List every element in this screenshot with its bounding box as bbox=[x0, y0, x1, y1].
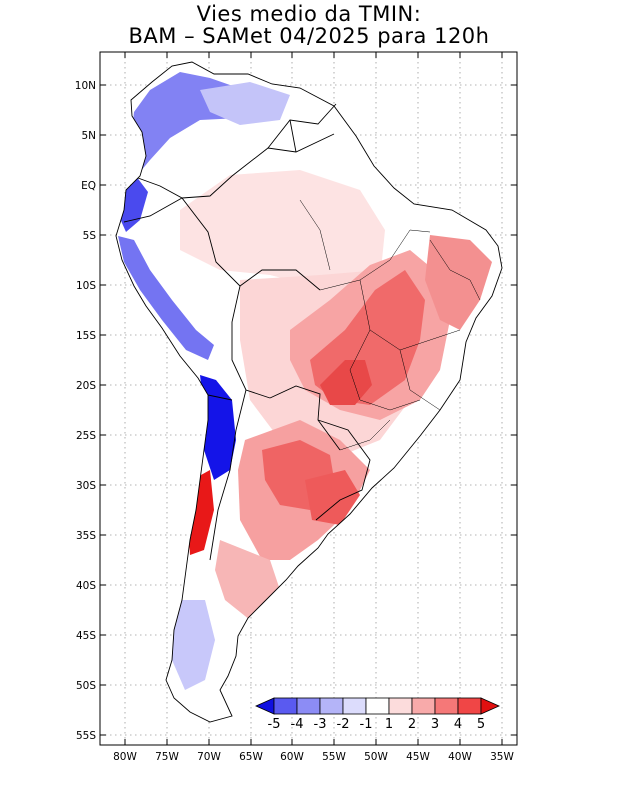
map-title-line1: Vies medio da TMIN: bbox=[196, 2, 422, 26]
lat-tick-label: 10S bbox=[76, 280, 96, 292]
bias-area-pantanal bbox=[320, 360, 372, 405]
lat-tick-label: 10N bbox=[75, 80, 96, 92]
colorbar-label: -1 bbox=[360, 717, 373, 732]
lon-tick-label: 70W bbox=[197, 751, 221, 763]
lon-axis: 80W 75W 70W 65W 60W 55W 50W 45W 40W 35W bbox=[113, 52, 514, 763]
colorbar-label: -5 bbox=[268, 717, 281, 732]
lon-tick-label: 75W bbox=[155, 751, 179, 763]
lat-tick-label: 45S bbox=[76, 630, 96, 642]
colorbar: -5 -4 -3 -2 -1 1 2 3 4 5 bbox=[255, 697, 500, 732]
map-frame bbox=[99, 51, 518, 746]
lon-tick-label: 50W bbox=[364, 751, 388, 763]
lat-tick-label: 55S bbox=[76, 730, 96, 742]
lon-tick-label: 55W bbox=[322, 751, 346, 763]
colorbar-segment bbox=[319, 697, 344, 715]
lon-tick-label: 60W bbox=[280, 751, 304, 763]
bias-area-chile-coast bbox=[200, 375, 236, 480]
lat-tick-label: 5N bbox=[81, 130, 96, 142]
lat-tick-label: 25S bbox=[76, 430, 96, 442]
bias-area-venezuela-light-blue bbox=[200, 82, 290, 125]
colorbar-label: -2 bbox=[337, 717, 350, 732]
lat-tick-label: 15S bbox=[76, 330, 96, 342]
lat-axis: 10N 5N EQ 5S 10S 15S 20S 25S 30S 35S 40S… bbox=[75, 80, 517, 742]
lon-tick-label: 45W bbox=[406, 751, 430, 763]
lat-tick-label: 30S bbox=[76, 480, 96, 492]
colorbar-segment bbox=[273, 697, 298, 715]
colorbar-label: 5 bbox=[477, 717, 485, 732]
lat-tick-label: 40S bbox=[76, 580, 96, 592]
bias-field bbox=[115, 61, 503, 723]
bias-area-amazon-light bbox=[180, 170, 385, 290]
bias-area-andes-north bbox=[118, 236, 214, 360]
colorbar-segment bbox=[342, 697, 367, 715]
colorbar-label: -4 bbox=[291, 717, 304, 732]
colorbar-segment bbox=[296, 697, 321, 715]
lon-tick-label: 35W bbox=[490, 751, 514, 763]
country-borders bbox=[115, 61, 503, 723]
colorbar-segment bbox=[388, 697, 413, 715]
map-title-line2: BAM – SAMet 04/2025 para 120h bbox=[128, 24, 490, 48]
colorbar-segment bbox=[411, 697, 436, 715]
state-borders bbox=[299, 199, 481, 451]
lat-tick-label: 35S bbox=[76, 530, 96, 542]
lon-tick-label: 40W bbox=[448, 751, 472, 763]
bias-area-southern-chile bbox=[172, 600, 215, 690]
lon-tick-label: 80W bbox=[113, 751, 137, 763]
colorbar-label: -3 bbox=[314, 717, 327, 732]
colorbar-segment bbox=[365, 697, 390, 715]
bias-area-northeast bbox=[425, 235, 492, 330]
lat-tick-label: 50S bbox=[76, 680, 96, 692]
colorbar-label: 1 bbox=[385, 717, 393, 732]
lat-tick-label: 5S bbox=[83, 230, 97, 242]
lon-tick-label: 65W bbox=[239, 751, 263, 763]
colorbar-label: 4 bbox=[454, 717, 462, 732]
colorbar-segment bbox=[457, 697, 482, 715]
colorbar-label: 2 bbox=[408, 717, 416, 732]
colorbar-label: 3 bbox=[431, 717, 439, 732]
bias-area-uruguay bbox=[305, 470, 360, 525]
lat-tick-label: 20S bbox=[76, 380, 96, 392]
colorbar-arrow-right bbox=[480, 697, 500, 715]
colorbar-segment bbox=[434, 697, 459, 715]
lat-tick-label: EQ bbox=[81, 180, 96, 192]
bias-area-patagonia bbox=[215, 540, 280, 620]
colorbar-arrow-left bbox=[255, 697, 275, 715]
